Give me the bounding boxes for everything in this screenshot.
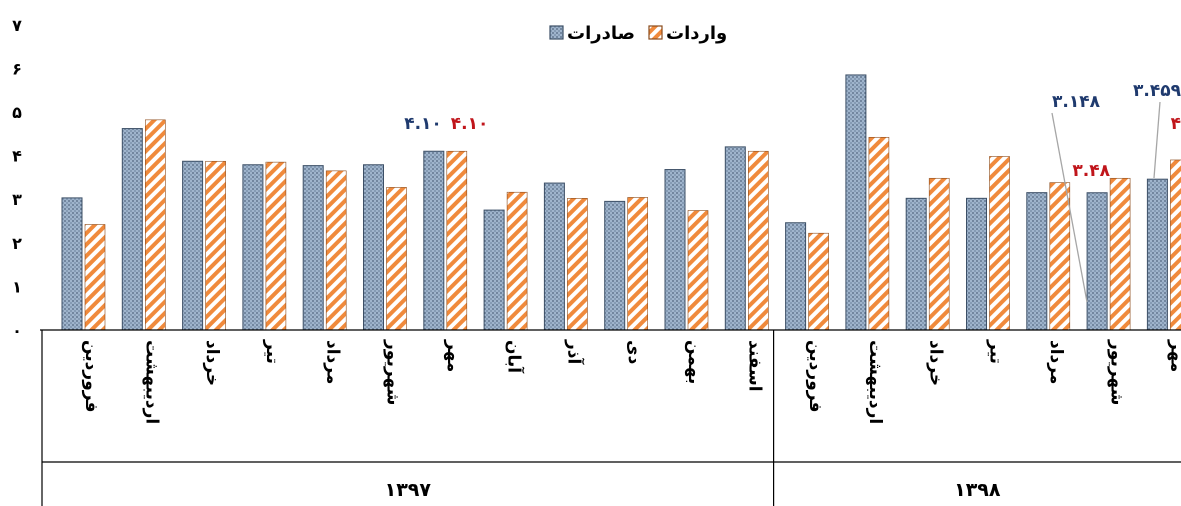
bar-exports	[785, 222, 807, 331]
y-tick-label: ۰	[12, 321, 22, 340]
legend-label: واردات	[666, 23, 727, 44]
bar-exports	[966, 197, 987, 331]
x-tick-label: بهمن	[684, 340, 704, 384]
y-tick-label: ۴	[12, 147, 22, 166]
bar-exports	[905, 197, 927, 331]
bar-imports	[808, 232, 829, 331]
x-tick-label: اسفند	[744, 340, 764, 392]
bar-exports	[483, 209, 505, 331]
bar-imports	[1049, 182, 1071, 331]
bar-exports	[1026, 192, 1048, 331]
bar-imports	[265, 161, 287, 331]
bar-exports	[1146, 178, 1168, 331]
y-tick-label: ۳	[12, 190, 22, 209]
x-axis: ۱۳۹۷ ۱۳۹۸ فروردین اردیبهشت خرداد تیر مرداد شهری…	[40, 329, 1181, 506]
bar-imports	[747, 150, 769, 331]
bar-exports	[61, 197, 83, 331]
x-tick-label: مرداد	[1046, 340, 1066, 384]
x-tick-label: خرداد	[202, 340, 222, 386]
x-tick-label: فروردین	[805, 340, 825, 412]
bar-imports	[145, 119, 166, 331]
bar-exports	[845, 74, 867, 331]
legend-label: صادرات	[567, 23, 635, 44]
bar-imports	[205, 160, 226, 331]
bar-exports	[724, 146, 746, 331]
x-tick-label: اردیبهشت	[865, 340, 885, 424]
bar-exports	[543, 182, 565, 331]
bar-exports	[242, 164, 264, 331]
x-tick-label: تیر	[986, 339, 1006, 364]
group-label: ۱۳۹۷	[385, 479, 432, 501]
leader-line	[1051, 112, 1088, 303]
bar-imports	[506, 191, 528, 331]
y-tick-label: ۱	[12, 277, 22, 296]
data-label: ۴	[1171, 114, 1181, 134]
bar-exports	[664, 169, 686, 331]
x-tick-label: مهر	[1167, 339, 1181, 372]
data-labels: ۴.۱۰ ۴.۱۰ ۳.۱۴۸ ۳.۴۸ ۳.۴۵۹ ۴	[404, 81, 1181, 303]
y-tick-label: ۵	[12, 103, 22, 122]
legend: صادرات واردات	[549, 23, 727, 44]
bar-imports	[1109, 177, 1131, 331]
y-tick-label: ۶	[12, 59, 22, 78]
bar-exports	[182, 160, 204, 331]
bar-exports	[604, 200, 626, 331]
bar-imports	[386, 187, 407, 331]
data-label: ۴.۱۰	[404, 114, 442, 134]
bar-imports	[325, 170, 347, 331]
legend-swatch	[648, 25, 663, 40]
y-tick-label: ۲	[12, 234, 22, 253]
bar-exports	[302, 165, 324, 331]
bar-exports	[363, 164, 384, 331]
y-tick-label: ۷	[12, 16, 22, 35]
x-tick-label: مرداد	[322, 340, 342, 384]
bar-exports	[1086, 192, 1108, 331]
bar-imports	[1170, 159, 1181, 331]
data-label: ۴.۱۰	[451, 114, 489, 134]
bar-imports	[687, 210, 709, 331]
bar-exports	[121, 128, 143, 331]
bar-exports	[423, 150, 445, 331]
bar-imports	[567, 198, 588, 331]
x-tick-label: مهر	[443, 339, 463, 372]
group-label: ۱۳۹۸	[954, 479, 1001, 501]
x-tick-label: دی	[624, 340, 644, 365]
bar-imports	[84, 224, 106, 331]
x-tick-label: آبان	[503, 340, 525, 374]
y-axis: ۰ ۱ ۲ ۳ ۴ ۵ ۶ ۷	[12, 16, 22, 340]
bar-imports	[989, 156, 1010, 331]
legend-swatch	[549, 25, 564, 40]
data-label: ۳.۱۴۸	[1052, 92, 1101, 112]
bar-imports	[627, 197, 649, 331]
bar-imports	[928, 177, 950, 331]
data-label: ۳.۴۸	[1072, 161, 1110, 181]
bar-imports	[868, 136, 890, 331]
bars	[61, 74, 1181, 331]
x-tick-label: تیر	[262, 339, 282, 364]
x-tick-label: خرداد	[925, 340, 945, 386]
x-tick-label: شهریور	[1106, 339, 1126, 405]
data-label: ۳.۴۵۹	[1133, 81, 1181, 101]
bar-imports	[446, 150, 468, 331]
leader-line	[1153, 101, 1161, 179]
x-tick-label: شهریور	[383, 339, 403, 405]
x-tick-label: اردیبهشت	[141, 340, 161, 424]
x-tick-label: آذر	[564, 339, 586, 366]
x-tick-label: فروردین	[81, 340, 101, 412]
